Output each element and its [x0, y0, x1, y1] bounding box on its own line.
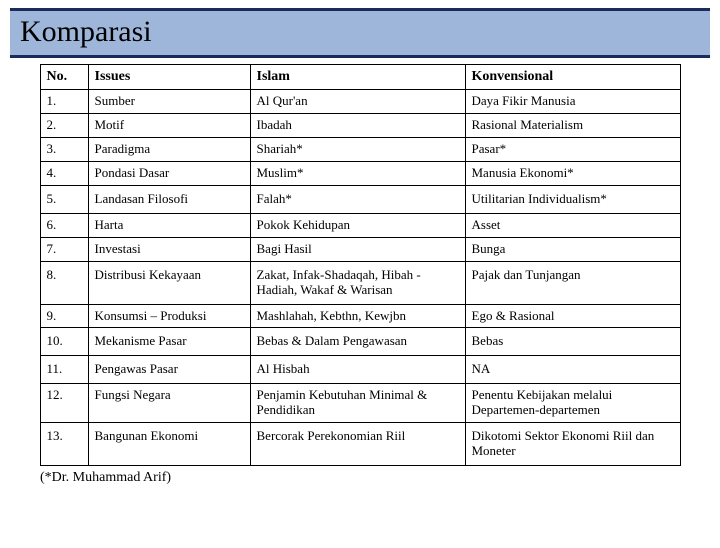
- table-row: 7.InvestasiBagi HasilBunga: [40, 237, 680, 261]
- cell-konv: Ego & Rasional: [465, 304, 680, 328]
- cell-islam: Ibadah: [250, 114, 465, 138]
- cell-islam: Pokok Kehidupan: [250, 213, 465, 237]
- cell-islam: Shariah*: [250, 137, 465, 161]
- cell-konv: Manusia Ekonomi*: [465, 161, 680, 185]
- cell-konv: Asset: [465, 213, 680, 237]
- cell-no: 13.: [40, 423, 88, 466]
- cell-no: 2.: [40, 114, 88, 138]
- page-title: Komparasi: [20, 15, 700, 49]
- cell-konv: Utilitarian Individualism*: [465, 185, 680, 213]
- cell-issue: Bangunan Ekonomi: [88, 423, 250, 466]
- cell-issue: Harta: [88, 213, 250, 237]
- cell-no: 1.: [40, 90, 88, 114]
- col-konv: Konvensional: [465, 65, 680, 90]
- table-row: 2.MotifIbadahRasional Materialism: [40, 114, 680, 138]
- cell-islam: Muslim*: [250, 161, 465, 185]
- cell-islam: Zakat, Infak-Shadaqah, Hibah -Hadiah, Wa…: [250, 261, 465, 304]
- cell-islam: Al Hisbah: [250, 356, 465, 384]
- cell-issue: Pondasi Dasar: [88, 161, 250, 185]
- table-row: 1.SumberAl Qur'anDaya Fikir Manusia: [40, 90, 680, 114]
- cell-konv: Penentu Kebijakan melalui Departemen-dep…: [465, 384, 680, 423]
- table-body: 1.SumberAl Qur'anDaya Fikir Manusia2.Mot…: [40, 90, 680, 466]
- cell-no: 12.: [40, 384, 88, 423]
- cell-islam: Al Qur'an: [250, 90, 465, 114]
- table-row: 4.Pondasi DasarMuslim*Manusia Ekonomi*: [40, 161, 680, 185]
- cell-konv: Dikotomi Sektor Ekonomi Riil dan Moneter: [465, 423, 680, 466]
- cell-konv: NA: [465, 356, 680, 384]
- table-row: 10.Mekanisme PasarBebas & Dalam Pengawas…: [40, 328, 680, 356]
- table-row: 8.Distribusi KekayaanZakat, Infak-Shadaq…: [40, 261, 680, 304]
- table-row: 13.Bangunan EkonomiBercorak Perekonomian…: [40, 423, 680, 466]
- cell-no: 7.: [40, 237, 88, 261]
- cell-no: 10.: [40, 328, 88, 356]
- cell-issue: Fungsi Negara: [88, 384, 250, 423]
- col-islam: Islam: [250, 65, 465, 90]
- cell-issue: Landasan Filosofi: [88, 185, 250, 213]
- cell-islam: Bagi Hasil: [250, 237, 465, 261]
- cell-issue: Distribusi Kekayaan: [88, 261, 250, 304]
- cell-no: 6.: [40, 213, 88, 237]
- cell-konv: Pasar*: [465, 137, 680, 161]
- table-row: 6.HartaPokok KehidupanAsset: [40, 213, 680, 237]
- cell-issue: Investasi: [88, 237, 250, 261]
- cell-islam: Falah*: [250, 185, 465, 213]
- cell-no: 8.: [40, 261, 88, 304]
- cell-no: 11.: [40, 356, 88, 384]
- cell-konv: Pajak dan Tunjangan: [465, 261, 680, 304]
- cell-no: 4.: [40, 161, 88, 185]
- cell-issue: Konsumsi – Produksi: [88, 304, 250, 328]
- cell-islam: Bercorak Perekonomian Riil: [250, 423, 465, 466]
- table-row: 11.Pengawas PasarAl HisbahNA: [40, 356, 680, 384]
- footnote: (*Dr. Muhammad Arif): [40, 470, 720, 486]
- table-row: 5.Landasan FilosofiFalah*Utilitarian Ind…: [40, 185, 680, 213]
- cell-no: 5.: [40, 185, 88, 213]
- cell-issue: Paradigma: [88, 137, 250, 161]
- cell-issue: Sumber: [88, 90, 250, 114]
- col-issue: Issues: [88, 65, 250, 90]
- cell-issue: Motif: [88, 114, 250, 138]
- table-header-row: No. Issues Islam Konvensional: [40, 65, 680, 90]
- cell-no: 9.: [40, 304, 88, 328]
- title-bar: Komparasi: [10, 8, 710, 58]
- table-row: 3.ParadigmaShariah*Pasar*: [40, 137, 680, 161]
- comparison-table: No. Issues Islam Konvensional 1.SumberAl…: [40, 64, 681, 466]
- col-no: No.: [40, 65, 88, 90]
- cell-islam: Mashlahah, Kebthn, Kewjbn: [250, 304, 465, 328]
- cell-issue: Pengawas Pasar: [88, 356, 250, 384]
- cell-konv: Bebas: [465, 328, 680, 356]
- cell-konv: Daya Fikir Manusia: [465, 90, 680, 114]
- cell-issue: Mekanisme Pasar: [88, 328, 250, 356]
- cell-islam: Bebas & Dalam Pengawasan: [250, 328, 465, 356]
- cell-no: 3.: [40, 137, 88, 161]
- cell-konv: Rasional Materialism: [465, 114, 680, 138]
- table-row: 9.Konsumsi – ProduksiMashlahah, Kebthn, …: [40, 304, 680, 328]
- cell-konv: Bunga: [465, 237, 680, 261]
- cell-islam: Penjamin Kebutuhan Minimal & Pendidikan: [250, 384, 465, 423]
- table-row: 12.Fungsi NegaraPenjamin Kebutuhan Minim…: [40, 384, 680, 423]
